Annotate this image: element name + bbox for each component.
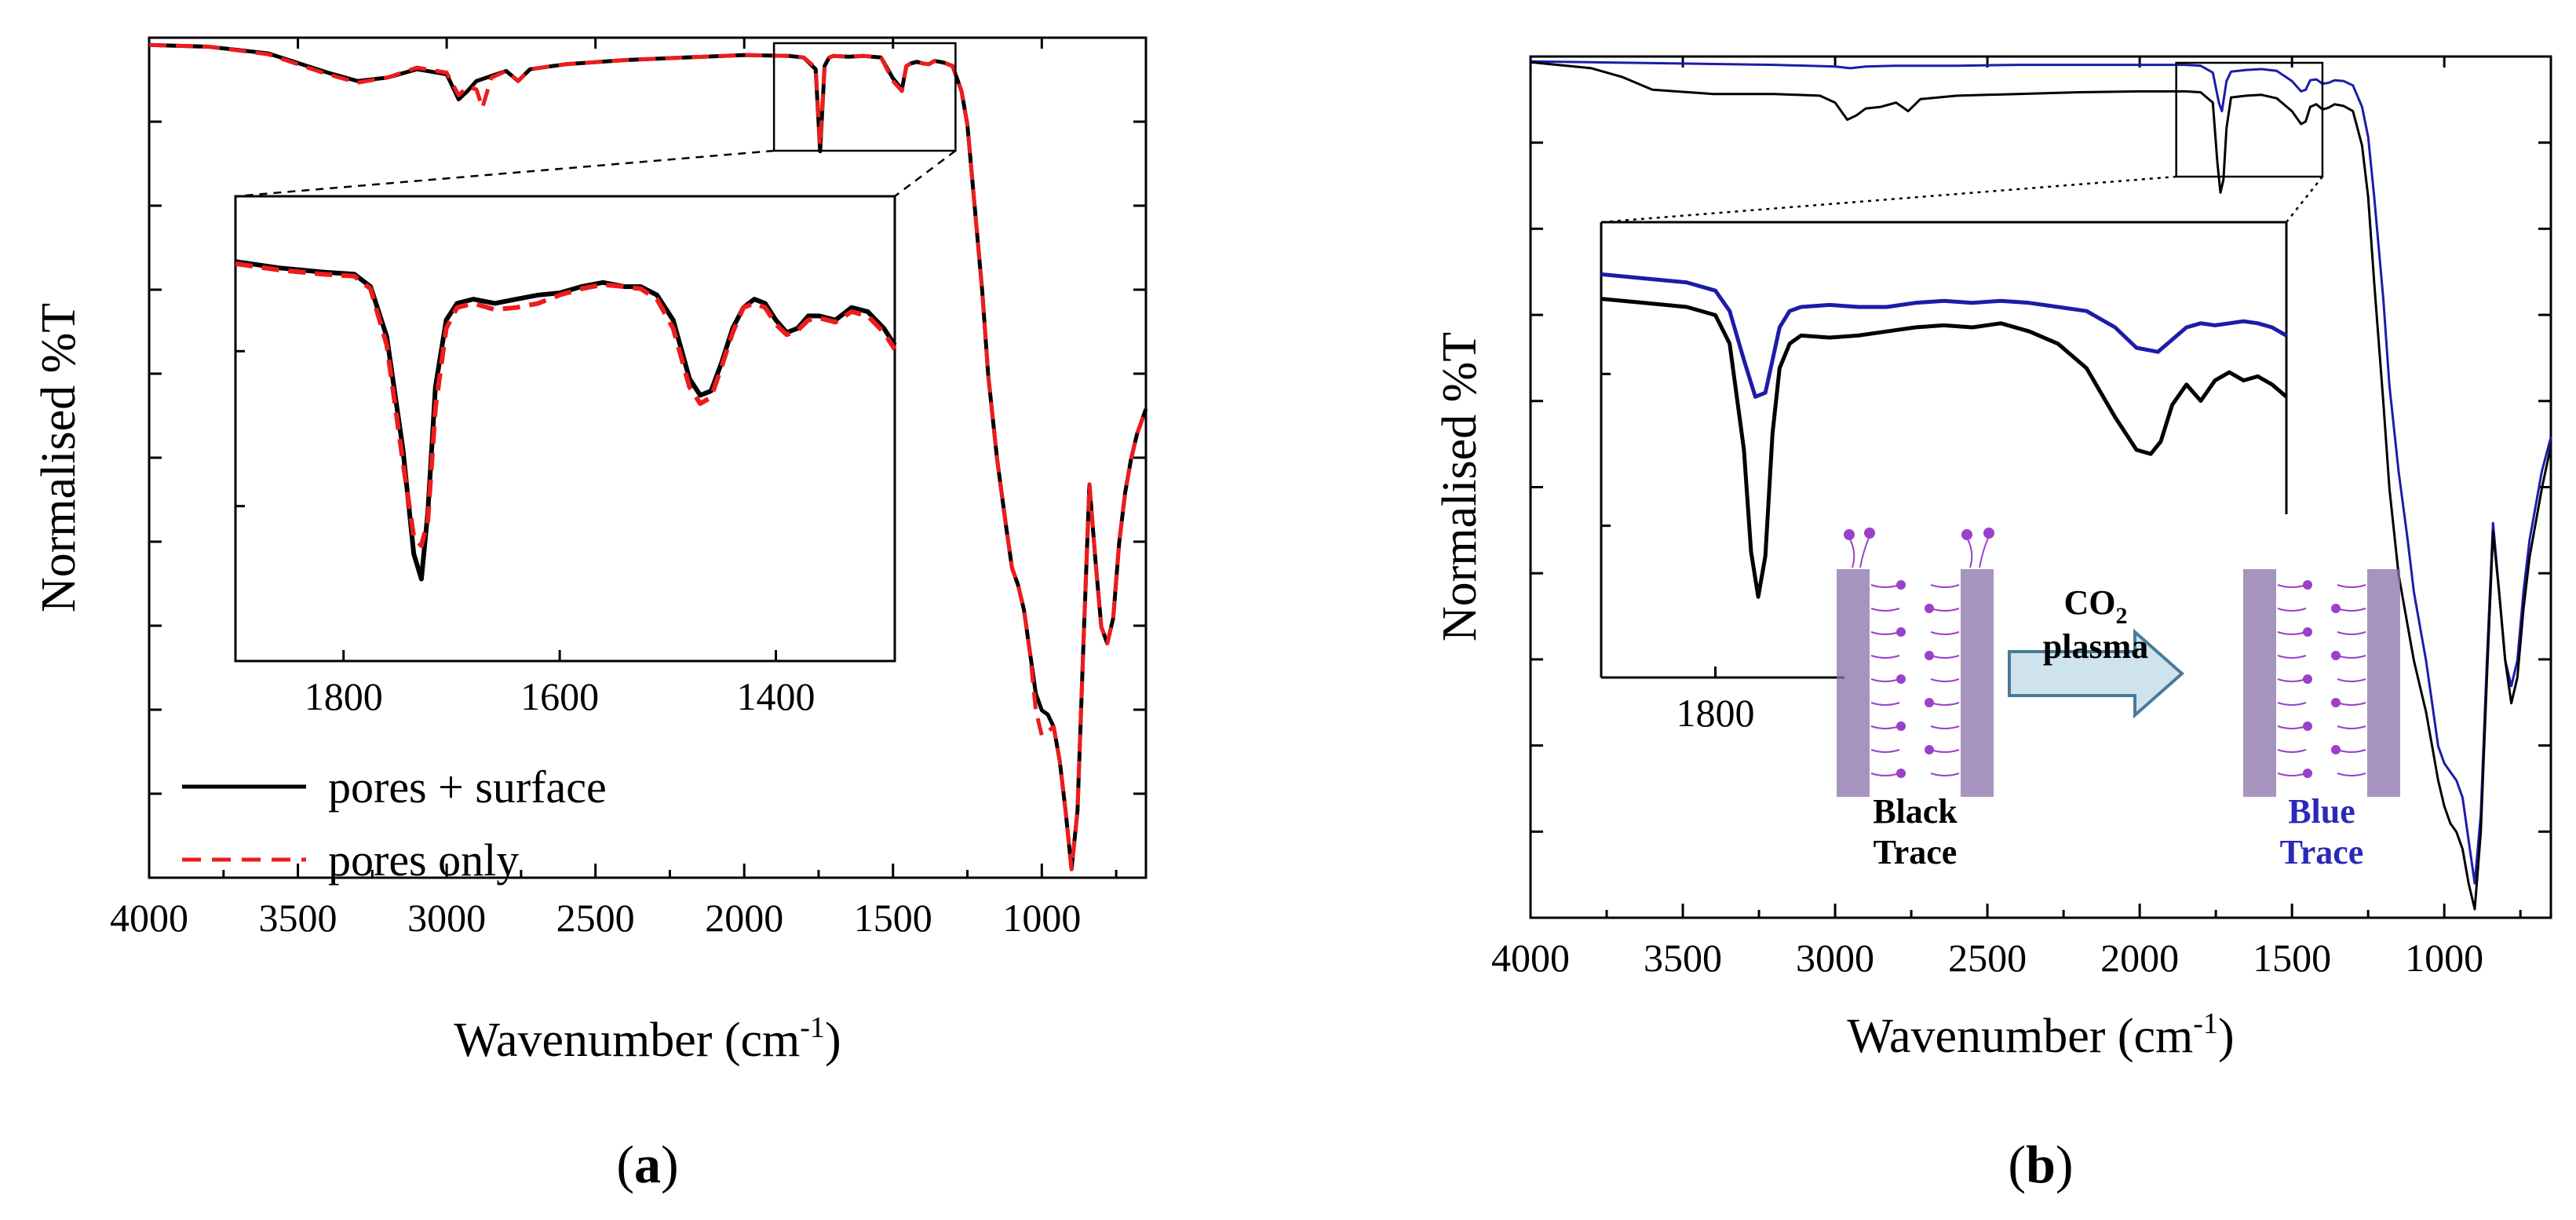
inset-x-tick-label: 1400 [737,674,815,718]
x-axis-title-sup-b: -1 [2193,1007,2218,1040]
caption-close-a: ) [661,1134,679,1194]
x-tick-label: 3500 [1644,936,1722,980]
panel-caption-b: (b) [2008,1134,2073,1194]
x-tick-labels-b: 4000 3500 3000 2500 2000 1500 1000 [1491,936,2483,980]
arrow-label-co2: CO2 [2064,583,2128,629]
pore-wall-left [2243,569,2276,797]
caption-open-b: ( [2008,1134,2026,1194]
pore-bilayer-icon [1837,528,1994,797]
x-axis-title-close-a: ) [825,1014,841,1067]
x-axis-title-main-b: Wavenumber (cm [1847,1010,2193,1063]
inset-x-ticks-b [1601,372,1717,678]
panel-caption-a: (a) [616,1134,678,1194]
zoom-connector-right-a [894,149,957,198]
pore-wall-right [2367,569,2400,797]
series-group-a [148,42,1148,871]
inset-x-tick-label: 1800 [305,674,383,718]
inset-x-tick-label: 1800 [1677,691,1755,735]
zoom-box-b [2175,61,2324,178]
x-axis-title-sup-a: -1 [800,1011,825,1044]
inset-series-group-a [235,259,897,582]
inset-x-tick-labels-b: 1800 [1677,691,1755,735]
inset-series-group-b [1600,272,2288,599]
x-tick-label: 3000 [407,896,486,940]
caption-close-b: ) [2056,1134,2074,1194]
scheme-left-label: Black Trace [1873,792,1958,871]
x-axis-title-b: Wavenumber (cm-1) [1847,1007,2234,1063]
zoom-box-a [772,42,957,152]
scheme-left-label-line2: Trace [1874,833,1958,871]
inset-frame-b [1600,221,2288,679]
pore-wall-left [1837,569,1870,797]
inset-background-b [1601,222,2286,678]
y-ticks-b [1531,141,2551,833]
x-ticks-a [148,38,1118,878]
pore-bilayer-icon [2243,569,2400,797]
x-axis-title-main-a: Wavenumber (cm [454,1014,800,1067]
x-tick-labels-a: 4000 3500 3000 2500 2000 1500 1000 [110,896,1081,940]
x-tick-label: 2500 [556,896,635,940]
right-arrow-icon [2008,628,2185,719]
inset-x-ticks-a [235,349,778,661]
y-axis-title-a: Normalised %T [32,303,86,612]
inset-series-line [1600,297,2288,599]
scheme-right-label-line1: Blue [2288,792,2355,831]
inset-x-tick-labels-a: 1800 1600 1400 [305,674,815,718]
pore-chains-right [2277,584,2366,776]
arrow-label-plasma: plasma [2043,627,2148,666]
x-tick-label: 4000 [110,896,188,940]
pore-wall-right [1961,569,1994,797]
legend-label-pores-surface: pores + surface [328,762,607,813]
inset-x-tick-label: 1600 [520,674,599,718]
pore-chains-left [1848,535,1990,776]
x-tick-label: 2500 [1948,936,2027,980]
scheme-right-label: Blue Trace [2280,792,2364,871]
panel-b: 4000 3500 3000 2500 2000 1500 1000 1800 [1433,55,2552,1194]
x-tick-label: 1500 [2253,936,2331,980]
series-group-b [1530,60,2552,911]
scheme-left-label-line1: Black [1873,792,1958,831]
inset-series-line [1600,272,2288,399]
x-tick-label: 2000 [2100,936,2179,980]
pore-heads-left [1844,528,1994,778]
arrow-label-co: CO [2064,583,2116,622]
legend-label-pores-only: pores only [328,835,519,886]
x-tick-label: 3500 [259,896,338,940]
series-line [1530,60,2552,911]
caption-letter-b: b [2026,1134,2056,1194]
caption-open-a: ( [616,1134,634,1194]
pore-heads-right [2303,580,2341,778]
arrow-label-sub: 2 [2116,603,2128,629]
caption-letter-a: a [634,1134,661,1194]
zoom-connector-right-b [2286,176,2323,223]
inset-frame-a [234,195,896,663]
x-tick-label: 4000 [1491,936,1570,980]
x-tick-label: 1000 [1002,896,1081,940]
y-ticks-a [149,120,1146,795]
x-axis-title-a: Wavenumber (cm-1) [454,1011,841,1067]
x-tick-label: 1500 [854,896,932,940]
zoom-connector-left-a [235,149,775,198]
inset-series-line [235,261,897,548]
panel-a: 4000 3500 3000 2500 2000 1500 1000 1800 1600 140… [32,36,1148,1194]
x-tick-label: 3000 [1796,936,1874,980]
legend-a: pores + surface pores only [182,762,607,886]
scheme-right-label-line2: Trace [2280,833,2364,871]
series-line [148,42,1148,871]
zoom-connector-left-b [1600,175,2176,224]
y-axis-title-b: Normalised %T [1433,332,1487,641]
x-tick-label: 1000 [2405,936,2483,980]
x-axis-title-close-b: ) [2218,1010,2235,1063]
x-tick-label: 2000 [705,896,783,940]
